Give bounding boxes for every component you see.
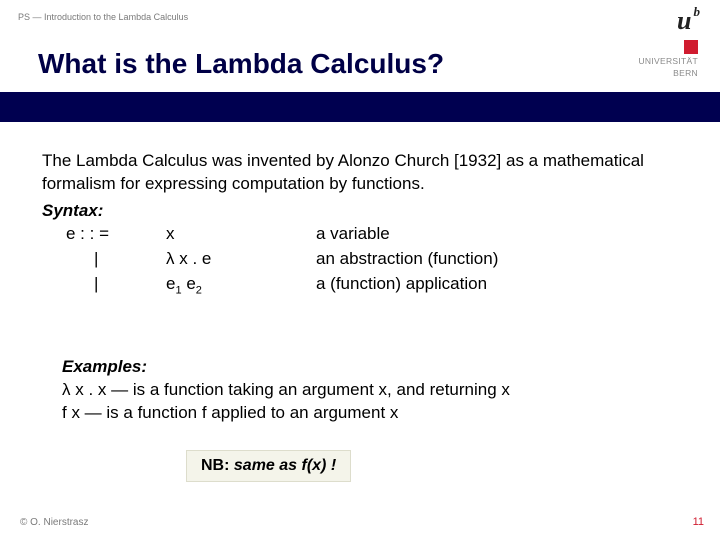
university-name-2: BERN (638, 68, 698, 78)
example-line-1: λ x . x — is a function taking an argume… (62, 379, 658, 402)
syntax-lhs-1: e : : = (66, 223, 166, 246)
nb-text: same as f(x) ! (234, 457, 336, 474)
intro-text: The Lambda Calculus was invented by Alon… (42, 150, 678, 196)
examples-block: Examples: λ x . x — is a function taking… (62, 356, 658, 425)
footer-copyright: © O. Nierstrasz (20, 517, 89, 528)
syntax-desc-3: a (function) application (316, 273, 678, 298)
logo-u: u (677, 6, 691, 36)
syntax-desc-1: a variable (316, 223, 678, 246)
slide-title: What is the Lambda Calculus? (38, 48, 444, 80)
title-underline-bar (0, 92, 720, 122)
syntax-grid: e : : = x a variable | λ x . e an abstra… (66, 223, 678, 298)
examples-label: Examples: (62, 356, 658, 379)
page-number: 11 (693, 516, 704, 528)
main-content: The Lambda Calculus was invented by Alon… (42, 150, 678, 298)
syntax-mid-3: e1 e2 (166, 273, 316, 298)
syntax-label: Syntax: (42, 200, 678, 223)
nb-prefix: NB: (201, 457, 234, 474)
example-line-2: f x — is a function f applied to an argu… (62, 402, 658, 425)
syntax-mid-2: λ x . e (166, 248, 316, 271)
syntax-lhs-3: | (66, 273, 166, 298)
note-box: NB: same as f(x) ! (186, 450, 351, 482)
syntax-desc-2: an abstraction (function) (316, 248, 678, 271)
university-logo: ub UNIVERSITÄT BERN (638, 6, 698, 78)
logo-b: b (694, 4, 701, 19)
logo-red-square (684, 40, 698, 54)
course-label: PS — Introduction to the Lambda Calculus (18, 12, 188, 22)
university-name-1: UNIVERSITÄT (638, 56, 698, 66)
syntax-lhs-2: | (66, 248, 166, 271)
syntax-mid-1: x (166, 223, 316, 246)
